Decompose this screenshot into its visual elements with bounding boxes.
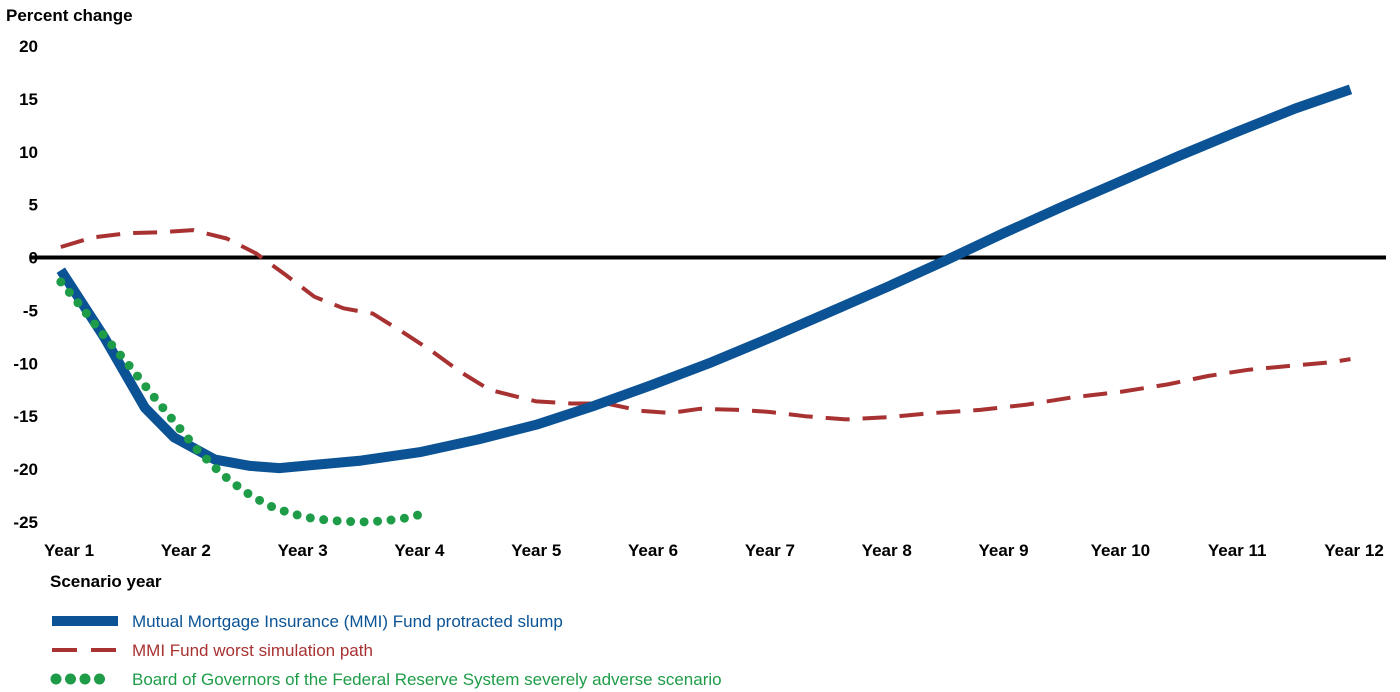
x-tick-label: Year 2 [161,541,211,560]
x-tick-label: Year 9 [978,541,1028,560]
legend-label: Board of Governors of the Federal Reserv… [132,670,722,689]
x-tick-label: Year 10 [1091,541,1151,560]
y-tick-label: -5 [23,301,38,320]
legend-swatch-solid [52,616,118,626]
series-line-dotted [56,277,424,527]
x-tick-label: Year 3 [278,541,328,560]
y-tick-label: 20 [19,37,38,56]
series-line-solid [56,84,1353,474]
x-tick-label: Year 4 [394,541,445,560]
legend-label: MMI Fund worst simulation path [132,641,373,660]
y-axis-ticks: 20151050-5-10-15-20-25 [13,37,38,532]
x-tick-label: Year 1 [44,541,94,560]
x-tick-label: Year 8 [862,541,912,560]
x-tick-label: Year 12 [1324,541,1384,560]
x-tick-label: Year 7 [745,541,795,560]
legend: Mutual Mortgage Insurance (MMI) Fund pro… [50,612,722,689]
y-tick-label: 10 [19,143,38,162]
y-tick-label: 15 [19,90,38,109]
series-layer [56,84,1353,527]
x-axis-ticks: Year 1 Year 2 Year 3 Year 4 Year 5 Year 6 Year… [44,541,1384,560]
legend-label: Mutual Mortgage Insurance (MMI) Fund pro… [132,612,563,631]
y-tick-label: -15 [13,407,38,426]
y-tick-label: -25 [13,513,38,532]
y-tick-label: -20 [13,460,38,479]
y-axis-title: Percent change [6,6,133,25]
series-line-dashed [60,228,1351,422]
x-tick-label: Year 6 [628,541,678,560]
x-tick-label: Year 11 [1208,541,1267,560]
y-tick-label: 5 [29,196,38,215]
x-axis-title: Scenario year [50,572,162,591]
y-tick-label: -10 [13,354,38,373]
x-tick-label: Year 5 [511,541,561,560]
